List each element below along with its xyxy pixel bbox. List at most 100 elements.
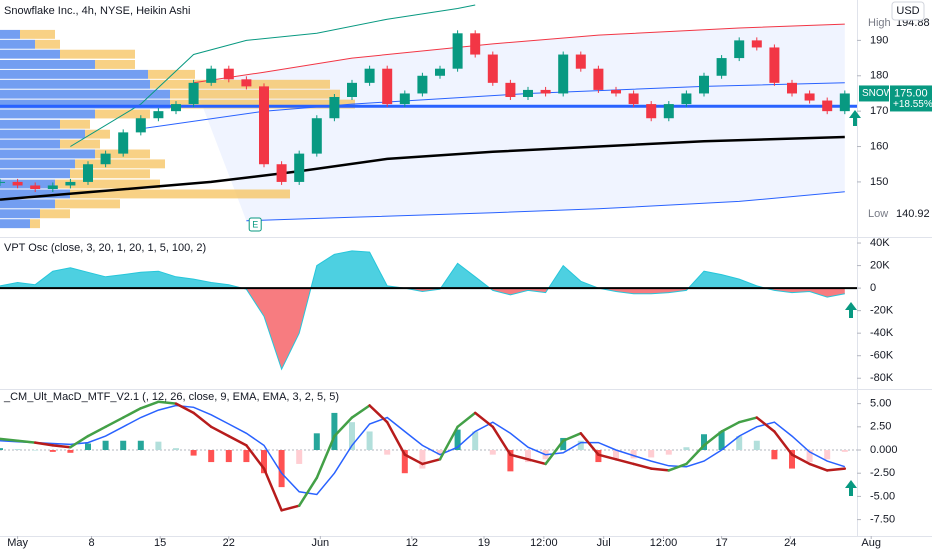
signal-arrow (845, 480, 857, 496)
histogram-bar (454, 429, 461, 451)
macd-segment (685, 444, 706, 466)
candle (399, 93, 410, 105)
histogram-bar (208, 450, 215, 463)
candle (83, 164, 93, 182)
histogram-bar (595, 450, 602, 463)
candle (575, 54, 586, 69)
macd-segment (526, 458, 547, 466)
macd-segment (104, 416, 125, 429)
histogram-bar (384, 450, 391, 455)
histogram-bar (14, 449, 21, 451)
macd-segment (262, 467, 283, 512)
overlay-line (193, 23, 845, 84)
macd-segment (456, 411, 477, 429)
candle (259, 86, 269, 165)
candle (382, 68, 393, 105)
macd-segment (597, 453, 618, 461)
macd-segment (614, 458, 635, 466)
volume-profile-up (0, 49, 60, 59)
candle (206, 68, 217, 83)
price-box (890, 85, 932, 112)
candle (30, 185, 41, 189)
volume-profile-down (150, 79, 330, 89)
candle (611, 89, 621, 94)
macd-segment (333, 416, 354, 438)
signal-arrow (845, 302, 857, 318)
event-marker (248, 217, 262, 232)
macd-segment (649, 467, 671, 472)
price-pane: E (0, 4, 857, 235)
y-tick-label: 2.50 (870, 421, 891, 433)
volume-profile-up (0, 179, 55, 189)
indicator-title: VPT Osc (close, 3, 20, 1, 20, 1, 5, 100,… (4, 242, 206, 254)
candle (311, 118, 322, 154)
histogram-bar (665, 450, 672, 455)
macd-segment (737, 416, 759, 424)
histogram-bar (155, 441, 162, 451)
candle (628, 93, 639, 105)
signal-arrow (849, 110, 861, 126)
histogram-bar (718, 431, 725, 451)
volume-profile-up (0, 29, 20, 39)
y-tick-label: 190 (870, 34, 888, 46)
symbol-box (859, 85, 889, 102)
histogram-bar (841, 450, 848, 452)
macd-segment (86, 425, 107, 438)
y-tick-label: -5.00 (870, 490, 895, 502)
area-outline (0, 250, 845, 371)
candle (276, 164, 287, 182)
candle (171, 104, 181, 112)
volume-profile-up (0, 139, 60, 149)
histogram-bar (419, 450, 426, 469)
candle (118, 132, 129, 154)
volume-profile-up (0, 209, 40, 219)
volume-profile-down (60, 119, 90, 129)
macd-segment (157, 400, 178, 405)
candle (153, 111, 164, 119)
volume-profile-down (40, 209, 70, 219)
volume-profile-down (148, 69, 195, 79)
candle (663, 104, 674, 119)
histogram-bar (243, 450, 250, 463)
volume-profile-up (0, 149, 95, 159)
volume-profile-up (0, 59, 95, 69)
volume-profile-up (0, 119, 60, 129)
y-tick-label: -80K (870, 372, 894, 384)
macd-segment (227, 434, 248, 447)
currency-box[interactable] (891, 1, 925, 21)
volume-profile-down (20, 29, 55, 39)
histogram-bar (472, 431, 479, 451)
low-value: 140.92 (896, 208, 930, 220)
currency[interactable]: USD (896, 5, 919, 17)
area-negative (242, 288, 845, 370)
candle (751, 40, 762, 48)
histogram-bar (313, 433, 320, 451)
histogram-bar (349, 422, 355, 451)
macd-segment (139, 400, 160, 410)
histogram-bar (701, 434, 707, 451)
macd-segment (561, 432, 583, 442)
histogram-bar (331, 412, 338, 451)
area-positive (0, 250, 845, 289)
y-tick-label: -20K (870, 305, 894, 317)
volume-profile-up (0, 99, 170, 109)
y-tick-label: 150 (870, 176, 888, 188)
candle (47, 185, 58, 189)
macd-segment (438, 425, 459, 461)
macd-segment (491, 425, 512, 456)
volume-profile-down (170, 89, 340, 99)
y-tick-label: -7.50 (870, 514, 895, 526)
x-tick-label: 12 (406, 537, 418, 549)
histogram-bar (613, 450, 619, 460)
volume-profile-down (30, 219, 40, 229)
y-tick-label: 20K (870, 259, 890, 271)
volume-profile-down (60, 49, 135, 59)
histogram-bar (0, 448, 3, 451)
histogram-bar (824, 450, 831, 460)
histogram-bar (560, 437, 567, 451)
volume-profile-up (0, 219, 30, 229)
volume-profile-down (55, 179, 160, 189)
volume-profile-up (0, 129, 85, 139)
x-tick-label: 12:00 (650, 537, 678, 549)
